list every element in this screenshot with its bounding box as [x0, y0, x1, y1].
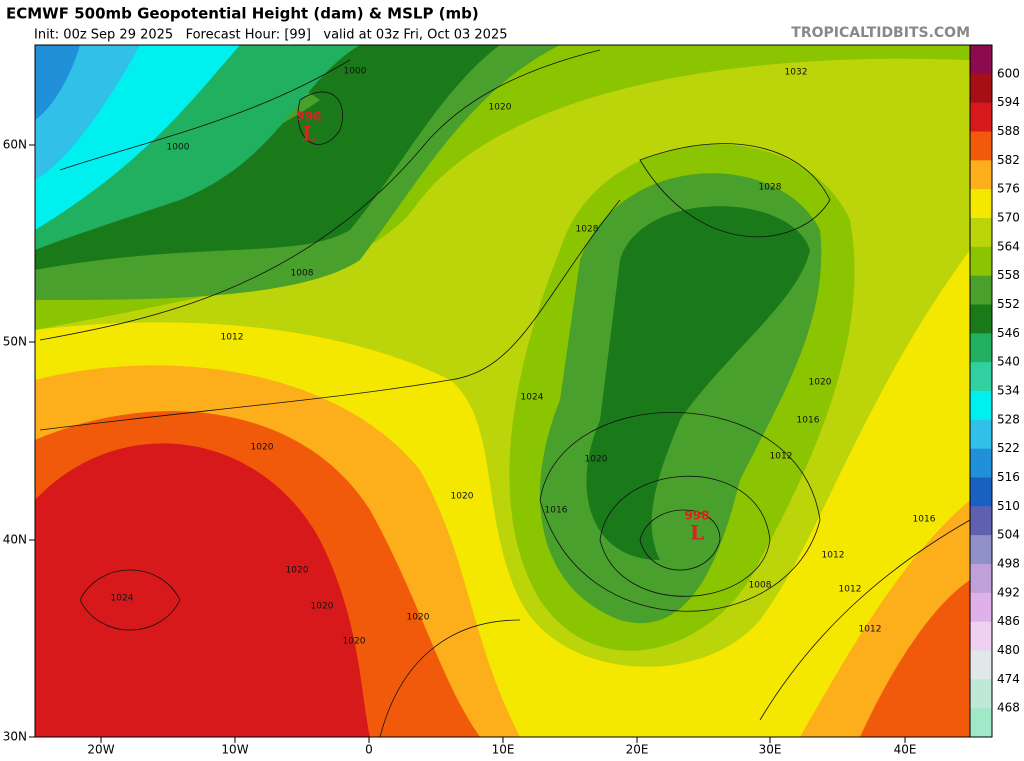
- colorbar-label: 540: [997, 355, 1020, 369]
- colorbar-box: [970, 535, 992, 565]
- isobar-label: 1008: [749, 581, 772, 591]
- colorbar-box: [970, 448, 992, 478]
- colorbar-box: [970, 45, 992, 75]
- colorbar-box: [970, 477, 992, 507]
- lon-label: 30E: [759, 743, 782, 757]
- isobar-label: 1016: [797, 416, 820, 426]
- colorbar-label: 588: [997, 124, 1020, 138]
- subtitle: Init: 00z Sep 29 2025 Forecast Hour: [99…: [34, 28, 507, 43]
- isobar-label: 1020: [451, 492, 474, 502]
- colorbar-box: [970, 362, 992, 392]
- colorbar-box: [970, 506, 992, 536]
- isobar-label: 1016: [913, 515, 936, 525]
- map-area: [35, 45, 970, 737]
- colorbar-box: [970, 160, 992, 190]
- isobar-label: 1020: [809, 378, 832, 388]
- colorbar-label: 552: [997, 297, 1020, 311]
- isobar-label: 1020: [286, 566, 309, 576]
- lat-label: 40N: [3, 533, 27, 547]
- colorbar-box: [970, 592, 992, 623]
- colorbar-box: [970, 650, 992, 680]
- colorbar-frame: [969, 44, 993, 738]
- isobar-label: 1020: [311, 602, 334, 612]
- colorbar-label: 534: [997, 384, 1020, 398]
- isobar-label: 1012: [859, 625, 882, 635]
- colorbar-box: [970, 679, 992, 709]
- colorbar-label: 474: [997, 672, 1020, 686]
- title: ECMWF 500mb Geopotential Height (dam) & …: [6, 5, 479, 23]
- isobar-label: 1020: [407, 613, 430, 623]
- isobar-label: 1020: [585, 455, 608, 465]
- source: TROPICALTIDBITS.COM: [791, 25, 970, 41]
- isobar-label: 1016: [545, 506, 568, 516]
- colorbar-label: 468: [997, 701, 1020, 715]
- lon-label: 20E: [626, 743, 649, 757]
- low-symbol: L: [690, 521, 704, 545]
- colorbar-label: 498: [997, 557, 1020, 571]
- colorbar-box: [970, 218, 992, 248]
- lat-label: 60N: [3, 138, 27, 152]
- isobar-label: 1020: [343, 637, 366, 647]
- colorbar-label: 492: [997, 585, 1020, 599]
- colorbar-label: 576: [997, 182, 1020, 196]
- isobar-label: 1028: [759, 183, 782, 193]
- colorbar-label: 564: [997, 239, 1020, 253]
- colorbar-box: [970, 708, 992, 738]
- colorbar-label: 522: [997, 441, 1020, 455]
- isobar-label: 1012: [770, 452, 793, 462]
- isobar-label: 1012: [822, 551, 845, 561]
- isobar-label: 1020: [251, 443, 274, 453]
- lon-label: 10W: [221, 743, 248, 757]
- colorbar-label: 504: [997, 528, 1020, 542]
- colorbar-box: [970, 564, 992, 594]
- colorbar-box: [970, 304, 992, 334]
- colorbar-label: 510: [997, 499, 1020, 513]
- isobar-label: 1032: [785, 68, 808, 78]
- colorbar-box: [970, 621, 992, 651]
- colorbar-box: [970, 102, 992, 132]
- lat-label: 50N: [3, 335, 27, 349]
- colorbar-label: 600: [997, 66, 1020, 80]
- isobar-label: 1012: [221, 333, 244, 343]
- isobar-label: 1024: [111, 594, 134, 604]
- colorbar-label: 546: [997, 326, 1020, 340]
- colorbar-label: 516: [997, 470, 1020, 484]
- isobar-label: 1012: [839, 585, 862, 595]
- isobar-label: 1028: [576, 225, 599, 235]
- colorbar-box: [970, 275, 992, 305]
- colorbar-label: 480: [997, 643, 1020, 657]
- low-pressure: 996: [296, 110, 321, 124]
- colorbar-box: [970, 131, 992, 161]
- isobar-label: 1008: [291, 269, 314, 279]
- colorbar-label: 528: [997, 412, 1020, 426]
- isobar-label: 1020: [489, 103, 512, 113]
- isobar-label: 1000: [344, 67, 367, 77]
- colorbar-label: 570: [997, 211, 1020, 225]
- isobar-label: 1024: [521, 393, 544, 403]
- colorbar-box: [970, 391, 992, 421]
- low-symbol: L: [302, 122, 316, 146]
- colorbar-label: 582: [997, 153, 1020, 167]
- colorbar-box: [970, 333, 992, 363]
- colorbar-label: 594: [997, 95, 1020, 109]
- lat-label: 30N: [3, 730, 27, 744]
- colorbar-box: [970, 419, 992, 450]
- colorbar-box: [970, 73, 992, 104]
- lon-label: 10E: [492, 743, 515, 757]
- lon-label: 0: [365, 743, 373, 757]
- lon-label: 40E: [894, 743, 917, 757]
- colorbar-box: [970, 189, 992, 219]
- colorbar-box: [970, 246, 992, 277]
- lon-label: 20W: [87, 743, 114, 757]
- colorbar-label: 486: [997, 614, 1020, 628]
- colorbar-label: 558: [997, 268, 1020, 282]
- isobar-label: 1000: [167, 143, 190, 153]
- low-pressure: 998: [684, 509, 709, 523]
